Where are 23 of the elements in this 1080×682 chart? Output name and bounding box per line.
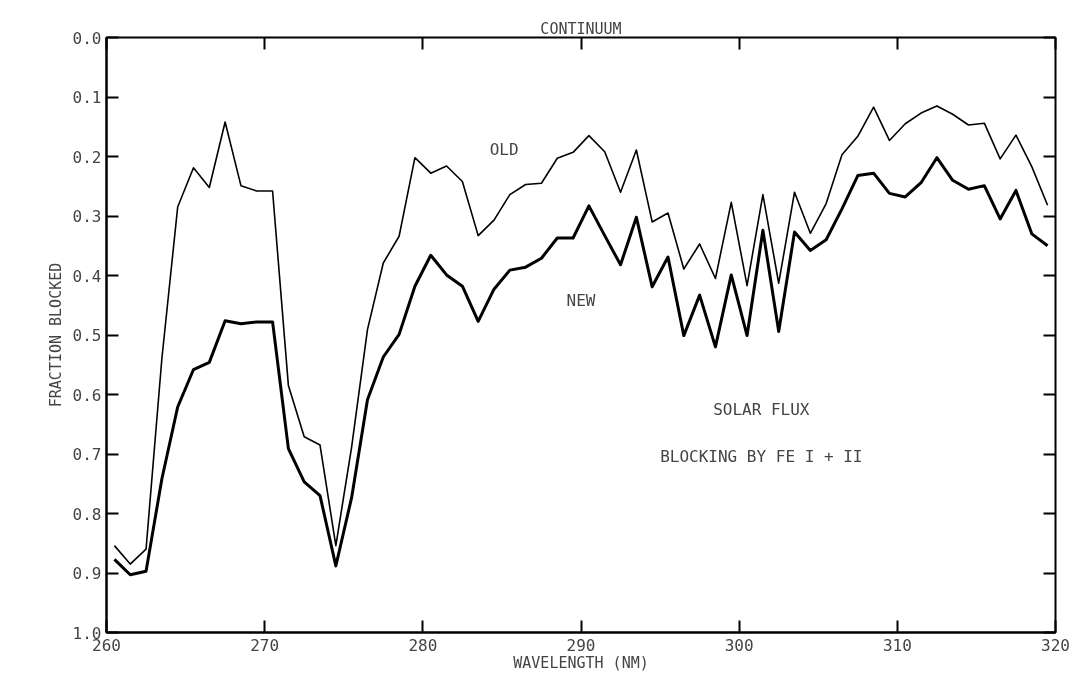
- y-tick-label: 0.4: [72, 266, 102, 286]
- x-tick-label: 270: [250, 635, 280, 655]
- x-axis-title: WAVELENGTH (NM): [513, 653, 649, 672]
- y-tick-label: 0.8: [72, 504, 102, 524]
- x-tick-label: 300: [724, 635, 754, 655]
- y-tick-label: 0.0: [72, 28, 102, 48]
- y-tick-label: 0.1: [72, 88, 102, 107]
- x-tick-label: 310: [882, 635, 912, 655]
- x-tick-label: 290: [566, 635, 596, 655]
- y-tick-label: 0.5: [72, 326, 102, 345]
- y-tick-label: 0.6: [72, 385, 102, 405]
- x-tick-label: 280: [408, 635, 438, 655]
- annotation: BLOCKING BY FE I + II: [660, 447, 863, 467]
- chart-title: CONTINUUM: [540, 19, 622, 38]
- annotation: NEW: [566, 290, 596, 310]
- y-axis-title: FRACTION BLOCKED: [46, 262, 65, 408]
- y-tick-label: 0.3: [72, 207, 102, 226]
- y-tick-label: 0.2: [72, 147, 102, 167]
- y-tick-label: 0.9: [72, 564, 102, 583]
- x-tick-label: 320: [1041, 635, 1070, 655]
- annotation: OLD: [489, 139, 519, 159]
- annotation: SOLAR FLUX: [713, 399, 810, 419]
- y-tick-label: 0.7: [72, 445, 102, 464]
